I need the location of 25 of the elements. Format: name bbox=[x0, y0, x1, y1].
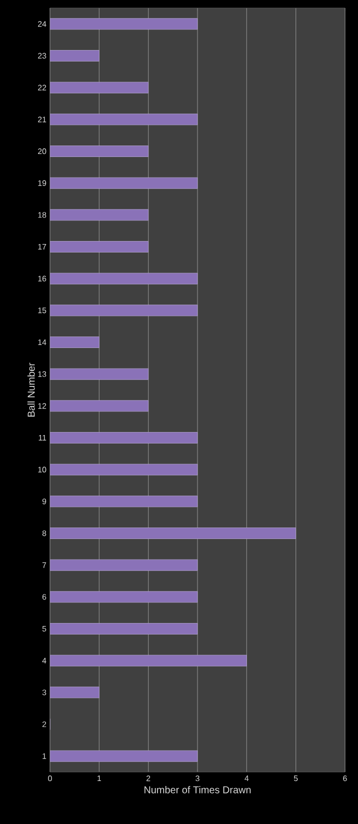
bar bbox=[50, 50, 100, 62]
x-axis-title: Number of Times Drawn bbox=[144, 786, 251, 794]
bar bbox=[50, 177, 198, 189]
bar bbox=[50, 591, 198, 603]
bar bbox=[50, 432, 198, 444]
bar bbox=[50, 559, 198, 571]
bar bbox=[50, 654, 247, 666]
bar bbox=[50, 686, 100, 698]
bar bbox=[50, 368, 149, 380]
y-axis-title: Ball Number bbox=[27, 362, 35, 417]
bar bbox=[50, 18, 198, 30]
bar bbox=[50, 82, 149, 94]
bar bbox=[50, 272, 198, 284]
bar bbox=[50, 209, 149, 221]
bar bbox=[50, 496, 198, 508]
bar bbox=[50, 400, 149, 412]
bar bbox=[50, 114, 198, 126]
bar bbox=[50, 241, 149, 252]
bar bbox=[50, 464, 198, 476]
bar bbox=[50, 146, 149, 157]
bar bbox=[50, 623, 198, 634]
bar bbox=[50, 304, 198, 316]
bar bbox=[50, 528, 296, 539]
bar bbox=[50, 750, 198, 762]
bar bbox=[50, 336, 100, 348]
